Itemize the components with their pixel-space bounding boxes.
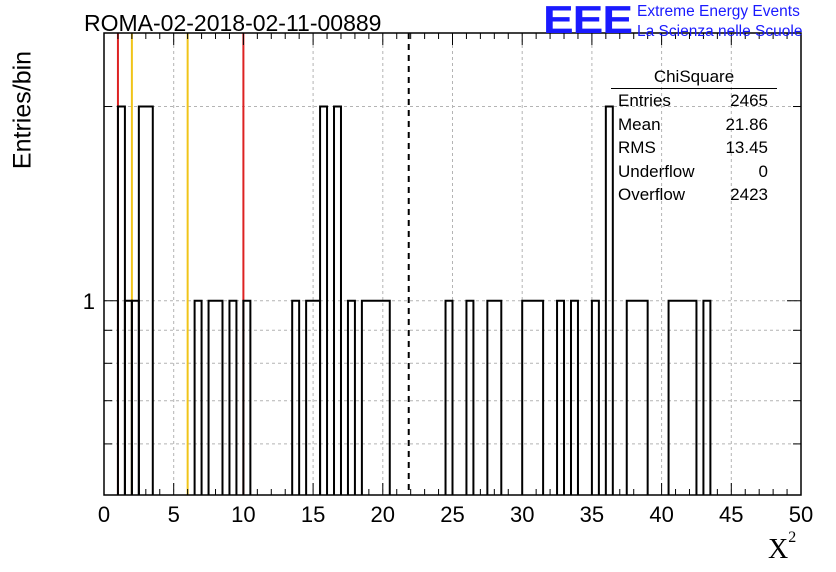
histogram-bar <box>569 299 579 495</box>
histogram-bar <box>604 105 614 495</box>
histogram-bar <box>228 299 238 495</box>
histogram-bar <box>319 105 329 495</box>
stats-value: 2465 <box>730 91 768 110</box>
histogram-bar <box>625 299 649 495</box>
x-tick-label: 40 <box>649 502 673 527</box>
stats-box: ChiSquare Entries 2465 Mean 21.86 RMS 13… <box>611 64 777 207</box>
x-tick-label: 30 <box>510 502 534 527</box>
histogram-bar <box>242 299 252 495</box>
histogram-bar <box>360 299 391 495</box>
x-tick-label: 50 <box>789 502 813 527</box>
x-tick-label: 25 <box>440 502 464 527</box>
stats-title: ChiSquare <box>611 64 777 89</box>
stats-label: Underflow <box>618 161 695 181</box>
x-axis-label-text: X <box>768 534 789 565</box>
stats-label: Mean <box>618 114 661 134</box>
y-axis-label-text: Entries/bin <box>8 50 37 170</box>
x-tick-label: 5 <box>168 502 180 527</box>
x-tick-label: 35 <box>580 502 604 527</box>
histogram-bar <box>667 299 698 495</box>
stats-label: RMS <box>618 138 656 157</box>
histogram-bar <box>702 299 712 495</box>
stats-value: 2423 <box>730 185 768 204</box>
histogram-bar <box>444 299 454 495</box>
stats-row-mean: Mean 21.86 <box>611 113 777 137</box>
stats-row-underflow: Underflow 0 <box>611 160 777 184</box>
x-tick-label: 10 <box>231 502 255 527</box>
logo-line-2: La Scienza nelle Scuole <box>637 23 803 40</box>
stats-row-entries: Entries 2465 <box>611 89 777 113</box>
x-tick-label: 20 <box>371 502 395 527</box>
y-tick-label: 1 <box>83 289 95 314</box>
stats-value: 21.86 <box>725 114 768 134</box>
histogram-bar <box>486 299 503 495</box>
y-axis-label: Entries/bin <box>8 40 38 180</box>
histogram-bar <box>193 299 203 495</box>
stats-row-rms: RMS 13.45 <box>611 136 777 160</box>
histogram-bar <box>521 299 545 495</box>
histogram-bar <box>556 299 566 495</box>
x-axis-label: X2 <box>768 529 796 566</box>
x-tick-label: 45 <box>719 502 743 527</box>
histogram-bars <box>116 105 712 495</box>
stats-value: 0 <box>758 161 768 181</box>
x-tick-label: 15 <box>301 502 325 527</box>
axis-ticks <box>103 33 802 495</box>
stats-value: 13.45 <box>725 138 768 157</box>
histogram-bar <box>346 299 356 495</box>
x-axis-label-superscript: 2 <box>788 528 797 546</box>
histogram-bar <box>137 105 154 495</box>
logo-line-1: Extreme Energy Events <box>637 3 800 20</box>
histogram-bar <box>291 299 301 495</box>
histogram-bar <box>465 299 475 495</box>
reference-lines <box>116 33 410 495</box>
histogram-bar <box>590 299 600 495</box>
histogram-bar <box>333 105 342 495</box>
eee-logo-mark: EEE <box>543 0 633 42</box>
x-tick-label: 0 <box>98 502 110 527</box>
stats-row-overflow: Overflow 2423 <box>611 183 777 207</box>
chart-title: ROMA-02-2018-02-11-00889 <box>84 10 382 36</box>
histogram-bar <box>207 299 224 495</box>
stats-label: Overflow <box>618 185 686 204</box>
stats-label: Entries <box>618 91 671 110</box>
